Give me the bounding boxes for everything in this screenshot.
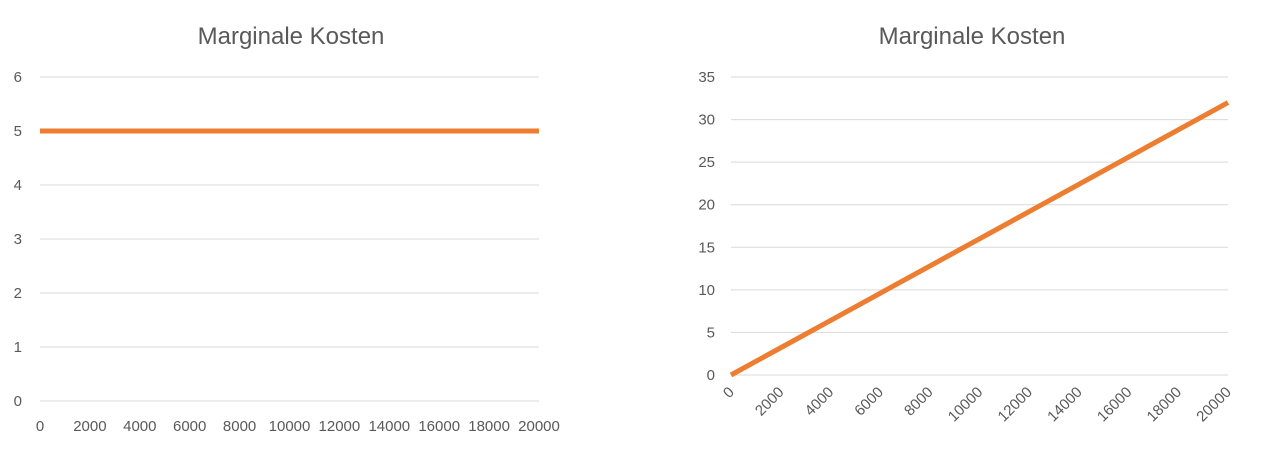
x-tick-label: 12000 [995,384,1037,426]
x-tick-label: 2000 [752,384,788,420]
x-tick-label: 6000 [173,418,206,435]
y-tick-label: 0 [707,367,715,384]
x-tick-label: 2000 [73,418,106,435]
y-tick-label: 1 [14,339,22,356]
y-tick-label: 30 [698,112,715,129]
y-tick-label: 10 [698,282,715,299]
x-tick-label: 20000 [518,418,560,435]
x-axis-ticks: 0 2000 4000 6000 8000 10000 12000 14000 16000 180… [720,384,1235,426]
x-tick-label: 0 [36,418,44,435]
y-tick-label: 3 [14,231,22,248]
y-axis-ticks: 0 5 10 15 20 25 30 35 [698,69,715,384]
x-tick-label: 16000 [1094,384,1136,426]
y-tick-label: 6 [14,69,22,86]
x-tick-label: 10000 [945,384,987,426]
x-tick-label: 12000 [319,418,361,435]
series-lines [729,100,1230,378]
y-tick-label: 5 [14,123,22,140]
y-tick-label: 20 [698,197,715,214]
x-tick-label: 14000 [1044,384,1086,426]
y-tick-label: 5 [707,324,715,341]
y-tick-label: 0 [14,393,22,410]
x-tick-label: 10000 [269,418,311,435]
x-tick-label: 16000 [418,418,460,435]
x-tick-label: 4000 [802,384,838,420]
x-tick-label: 18000 [468,418,510,435]
x-tick-label: 8000 [901,384,937,420]
y-tick-label: 35 [698,69,715,86]
x-tick-label: 18000 [1144,384,1186,426]
x-axis-ticks: 0 2000 4000 6000 8000 10000 12000 14000 16000 180… [36,418,560,435]
grid-lines [731,76,1228,376]
y-tick-label: 25 [698,154,715,171]
left-marginal-cost-chart: Marginale Kosten 0 1 2 3 4 5 6 0 2000 4000 6000 80… [14,23,560,435]
chart-title: Marginale Kosten [879,23,1066,50]
x-tick-label: 0 [720,384,738,402]
grid-lines [40,76,539,402]
y-tick-label: 4 [14,177,22,194]
x-tick-label: 6000 [851,384,887,420]
right-marginal-cost-chart: Marginale Kosten 0 5 10 15 20 25 30 35 0 2000 400… [698,23,1235,426]
x-tick-label: 4000 [123,418,156,435]
y-tick-label: 2 [14,285,22,302]
x-tick-label: 14000 [368,418,410,435]
x-tick-label: 20000 [1193,384,1235,426]
chart-title: Marginale Kosten [198,23,385,50]
y-tick-label: 15 [698,239,715,256]
x-tick-label: 8000 [223,418,256,435]
series-line [729,100,1230,378]
y-axis-ticks: 0 1 2 3 4 5 6 [14,69,22,410]
